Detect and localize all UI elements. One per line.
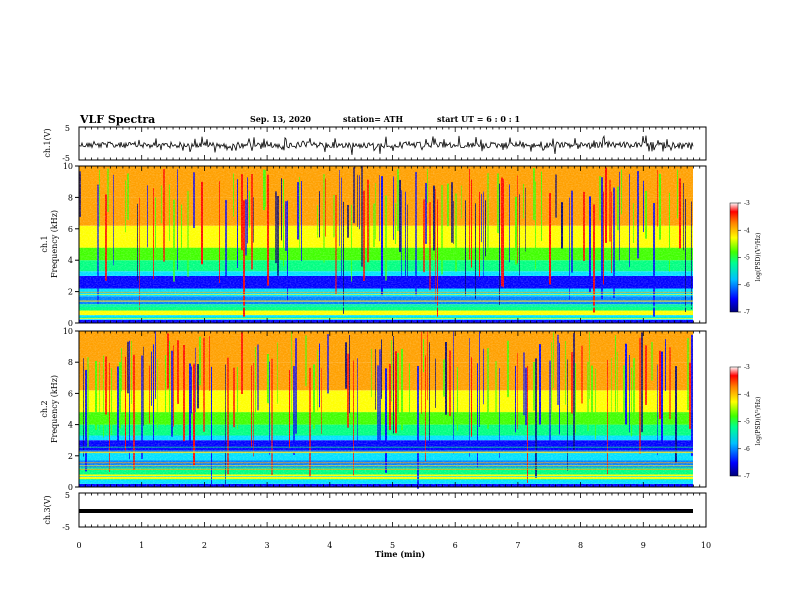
ytick-label: 4 [68, 421, 73, 430]
ch1-waveform-frame [78, 126, 707, 161]
ytick-label: 2 [68, 288, 73, 297]
xtick-label: 10 [701, 541, 711, 550]
colorbar-tick-label: -7 [744, 309, 750, 316]
xtick-label: 8 [578, 541, 583, 550]
ytick-label: 4 [68, 256, 73, 265]
ch1-spectrogram-ylabel: Frequency (kHz) [50, 210, 59, 278]
figure-title: VLF Spectra [79, 113, 155, 126]
ch3-waveform-line [79, 509, 693, 513]
xtick-label: 2 [202, 541, 207, 550]
xtick-label: 7 [515, 541, 520, 550]
xtick-label: 0 [76, 541, 81, 550]
ytick-label: 6 [68, 225, 73, 234]
ytick-label: 6 [68, 389, 73, 398]
xtick-label: 4 [327, 541, 332, 550]
x-axis-tick-labels: 0 1 2 3 4 5 6 7 8 9 10 [76, 541, 711, 550]
ch1-spectrogram-yticks: 0 2 4 6 8 10 [63, 162, 79, 328]
ch2-colorbar-label: log(PSD)(V²/Hz) [755, 397, 762, 446]
ch2-spectrogram-ylabel: Frequency (kHz) [50, 375, 59, 443]
x-axis-label: Time (min) [375, 549, 425, 559]
colorbar-tick-label: -3 [744, 364, 750, 371]
station-label: station= ATH [343, 114, 403, 124]
ch1-ytick-top: 5 [65, 124, 70, 133]
ch2-spectrogram-speckle [79, 331, 706, 487]
colorbar-tick-label: -4 [744, 391, 750, 398]
ch2-spectrogram-yticks: 0 2 4 6 8 10 [63, 327, 79, 492]
start-time-label: start UT = 6 : 0 : 1 [437, 114, 520, 124]
ch1-waveform-ylabel: ch.1(V) [43, 128, 52, 157]
ytick-label: 8 [68, 193, 73, 202]
ch1-colorbar-gradient [729, 202, 739, 313]
xtick-label: 1 [139, 541, 144, 550]
ch1-ytick-bottom: -5 [62, 154, 70, 163]
xtick-label: 3 [265, 541, 270, 550]
ch1-waveform-panel: 5 -5 ch.1(V) [43, 124, 707, 163]
x-axis-ticks [78, 127, 707, 527]
ytick-label: 0 [68, 483, 73, 492]
xtick-label: 5 [390, 541, 395, 550]
ch3-ytick-bottom: -5 [62, 523, 70, 532]
colorbar-tick-label: -5 [744, 419, 750, 426]
ch3-waveform-ylabel: ch.3(V) [43, 495, 52, 524]
ch1-colorbar-label: log(PSD)(V²/Hz) [755, 233, 762, 282]
ytick-label: 0 [68, 319, 73, 328]
ch1-spectrogram-panel: 0 2 4 6 8 10 ch.1 Frequency (kHz) [40, 162, 707, 328]
ytick-label: 10 [63, 327, 73, 336]
ch2-colorbar-ticks: -3 -4 -5 -6 -7 [738, 364, 750, 480]
colorbar-tick-label: -6 [744, 446, 750, 453]
ch1-spectrogram-speckle [79, 166, 706, 323]
colorbar-tick-label: -7 [744, 473, 750, 480]
ch3-ytick-top: 5 [65, 491, 70, 500]
ch2-colorbar-gradient [729, 366, 739, 477]
xtick-label: 9 [641, 541, 646, 550]
colorbar-tick-label: -5 [744, 255, 750, 262]
ch2-spectrogram-chlabel: ch.2 [40, 400, 49, 417]
colorbar-tick-label: -6 [744, 282, 750, 289]
ch2-colorbar: -3 -4 -5 -6 -7 log(PSD)(V²/Hz) [729, 364, 762, 480]
ch3-waveform-panel: 5 -5 ch.3(V) [43, 491, 707, 532]
xtick-label: 6 [453, 541, 458, 550]
ch1-colorbar: -3 -4 -5 -6 -7 log(PSD)(V²/Hz) [729, 200, 762, 316]
date-label: Sep. 13, 2020 [250, 114, 311, 124]
ch2-spectrogram-panel: 0 2 4 6 8 10 ch.2 Frequency (kHz) [40, 327, 707, 492]
ch1-colorbar-ticks: -3 -4 -5 -6 -7 [738, 200, 750, 316]
ytick-label: 10 [63, 162, 73, 171]
colorbar-tick-label: -4 [744, 227, 750, 234]
ytick-label: 8 [68, 358, 73, 367]
ytick-label: 2 [68, 452, 73, 461]
ch1-waveform-line [78, 135, 694, 155]
colorbar-tick-label: -3 [744, 200, 750, 207]
ch1-spectrogram-chlabel: ch.1 [40, 235, 49, 252]
